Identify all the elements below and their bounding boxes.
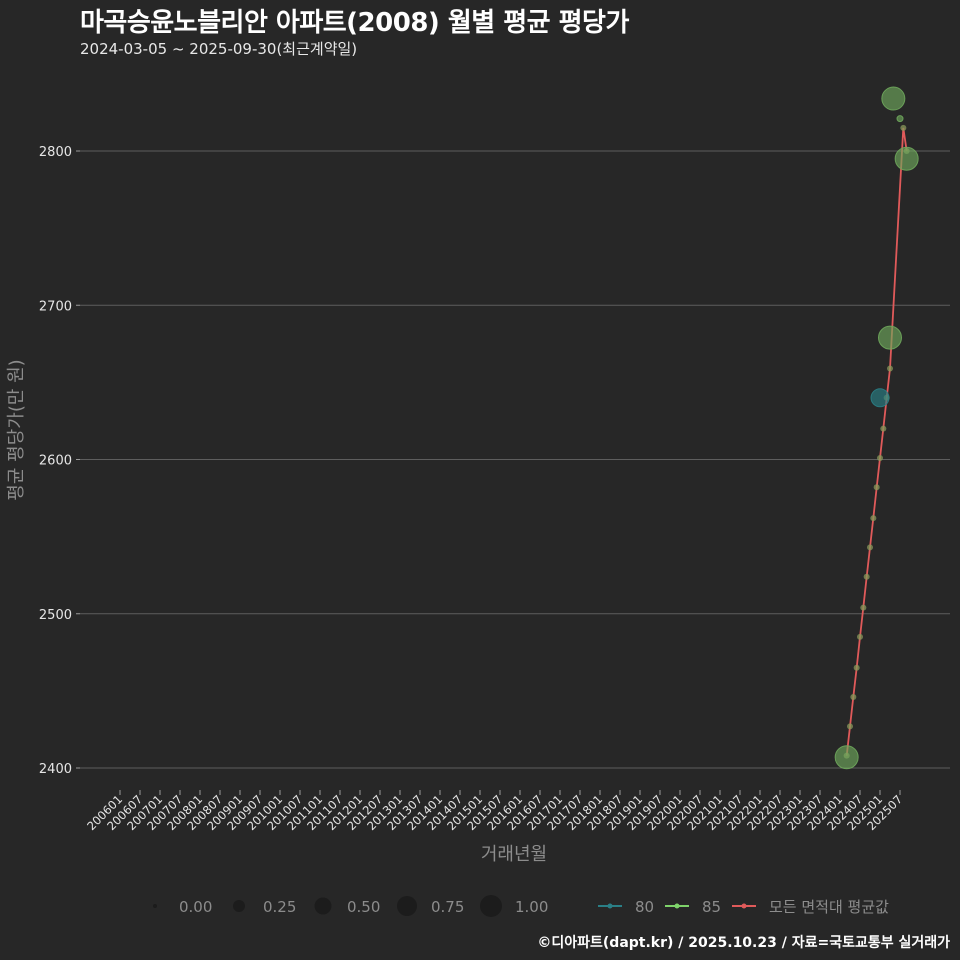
size-legend-key (233, 900, 245, 912)
y-tick-label: 2800 (39, 145, 72, 160)
series-85-point (894, 146, 919, 171)
x-axis-title: 거래년월 (481, 844, 547, 865)
avg-point (850, 694, 857, 701)
size-legend-label: 0.75 (431, 898, 464, 916)
series-85-point (881, 86, 906, 111)
x-axis: 2006012006072007012007072008012008072009… (84, 790, 905, 833)
size-legend-key (480, 895, 502, 917)
legend: 0.00 0.25 0.50 0.75 1.00 80 85 모든 면적대 평균값 (153, 895, 889, 917)
avg-point (857, 633, 863, 640)
series-85-point (878, 325, 902, 350)
avg-point (887, 365, 893, 372)
size-legend-label: 0.25 (263, 898, 296, 916)
avg-point (860, 604, 867, 611)
series-80-point (870, 388, 890, 408)
y-tick-label: 2600 (39, 454, 72, 469)
avg-point (873, 484, 880, 491)
line-legend-label: 85 (702, 898, 721, 916)
size-legend-label: 0.00 (179, 898, 212, 916)
size-legend-key (153, 904, 157, 908)
average-line (845, 127, 908, 756)
y-tick-label: 2500 (39, 608, 72, 623)
y-tick-label: 2700 (39, 299, 72, 314)
chart-title: 마곡승윤노블리안 아파트(2008) 월별 평균 평당가 (80, 8, 629, 38)
size-legend-label: 1.00 (515, 898, 548, 916)
series-85-point (834, 745, 859, 770)
line-legend-label: 모든 면적대 평균값 (769, 898, 889, 916)
source-caption: ©디아파트(dapt.kr) / 2025.10.23 / 자료=국토교통부 실… (537, 935, 950, 951)
gridlines (80, 150, 950, 769)
y-tick-label: 2400 (39, 762, 72, 777)
avg-point (863, 573, 870, 580)
y-axis-title: 평균 평당가(만 원) (6, 359, 27, 500)
avg-point (880, 425, 887, 432)
avg-point (867, 544, 873, 551)
avg-point (847, 723, 853, 730)
series-85-point (896, 115, 904, 123)
avg-point (853, 664, 860, 671)
avg-point (870, 515, 877, 522)
y-axis: 2400 2500 2600 2700 2800 (39, 145, 80, 777)
size-legend-key (397, 896, 417, 916)
data-points (834, 86, 919, 770)
avg-point (900, 124, 907, 131)
avg-point (877, 454, 883, 461)
size-legend-key (314, 897, 332, 915)
line-legend-label: 80 (635, 898, 654, 916)
size-legend-label: 0.50 (347, 898, 380, 916)
chart-subtitle: 2024-03-05 ~ 2025-09-30(최근계약일) (80, 40, 358, 58)
